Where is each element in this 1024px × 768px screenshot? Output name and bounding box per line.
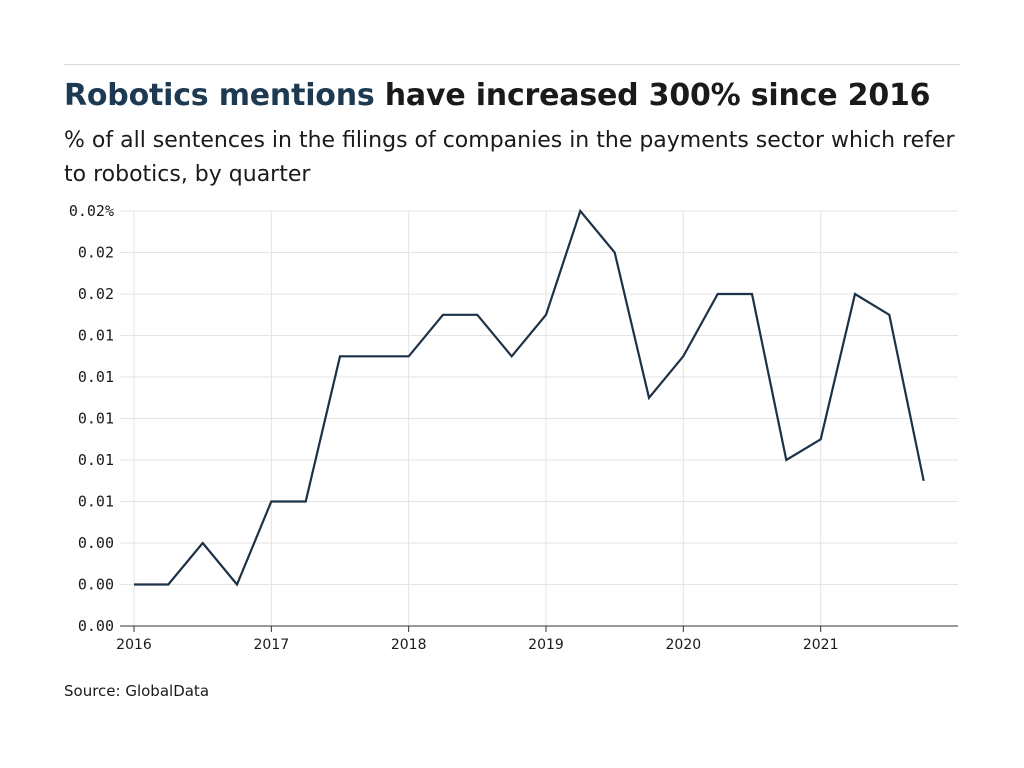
x-tick-label: 2017 <box>254 637 290 653</box>
data-point <box>647 396 651 400</box>
axes <box>120 625 958 632</box>
x-tick-label: 2019 <box>528 637 564 653</box>
y-tick-label: 0.02 <box>78 244 114 262</box>
y-axis-ticks: 0.00 0.00 0.00 0.01 0.01 0.01 0.01 0.01 0.02 0.02… <box>69 202 114 635</box>
series-layer <box>134 208 925 587</box>
data-point <box>819 437 823 441</box>
data-point <box>716 292 720 296</box>
title-rest: have increased 300% since 2016 <box>374 78 931 113</box>
data-point <box>407 354 411 358</box>
y-tick-label: 0.00 <box>78 617 114 635</box>
data-point <box>853 292 857 296</box>
data-point <box>784 458 788 462</box>
gridlines <box>120 210 958 632</box>
y-tick-label: 0.00 <box>78 576 114 594</box>
data-point <box>475 313 479 317</box>
chart-subtitle: % of all sentences in the filings of com… <box>64 128 955 187</box>
data-point <box>578 209 582 213</box>
x-tick-label: 2016 <box>116 637 152 653</box>
data-points <box>132 209 926 587</box>
y-tick-label: 0.01 <box>78 493 114 511</box>
y-tick-label: 0.00 <box>78 534 114 552</box>
data-point <box>441 313 445 317</box>
top-divider <box>64 64 960 65</box>
x-tick-label: 2021 <box>803 637 839 653</box>
y-tick-label: 0.02% <box>69 202 114 220</box>
data-point <box>338 354 342 358</box>
x-tick-label: 2018 <box>391 637 427 653</box>
y-tick-label: 0.01 <box>78 327 114 345</box>
x-tick-label: 2020 <box>666 637 702 653</box>
data-point <box>544 313 548 317</box>
data-point <box>510 354 514 358</box>
data-point <box>235 583 239 587</box>
data-point <box>922 479 926 483</box>
y-tick-label: 0.01 <box>78 410 114 428</box>
title-highlight: Robotics mentions <box>64 78 375 113</box>
data-point <box>304 500 308 504</box>
source-note: Source: GlobalData <box>64 682 210 700</box>
y-tick-label: 0.02 <box>78 285 114 303</box>
data-point <box>372 354 376 358</box>
data-point <box>750 292 754 296</box>
series-line <box>134 208 925 587</box>
data-point <box>613 251 617 255</box>
data-point <box>887 313 891 317</box>
data-point <box>201 541 205 545</box>
data-point <box>681 354 685 358</box>
data-point <box>166 583 170 587</box>
x-axis-ticks: 2016 2017 2018 2019 2020 2021 <box>116 637 838 653</box>
y-tick-label: 0.01 <box>78 451 114 469</box>
data-point <box>269 500 273 504</box>
y-tick-label: 0.01 <box>78 368 114 386</box>
chart-title: Robotics mentions have increased 300% si… <box>64 78 931 113</box>
data-point <box>132 583 136 587</box>
